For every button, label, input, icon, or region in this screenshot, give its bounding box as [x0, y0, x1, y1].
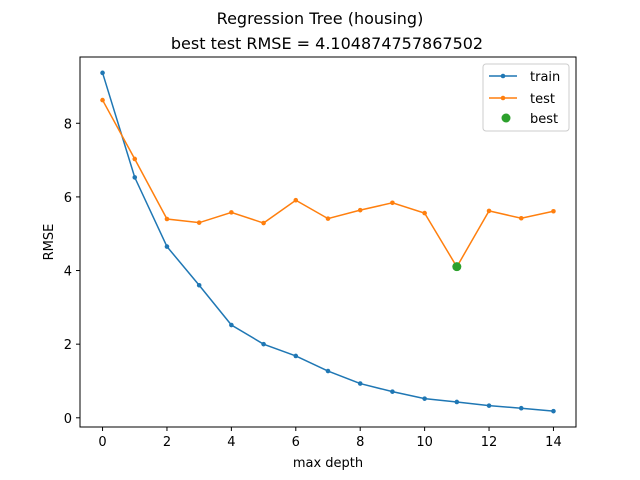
legend-best-marker — [501, 113, 511, 123]
legend-best-label: best — [530, 112, 558, 127]
train-point — [422, 396, 427, 401]
test-point — [325, 216, 331, 221]
test-point — [518, 215, 524, 221]
train-point — [261, 341, 266, 347]
legend-test-label: test — [530, 92, 555, 107]
best-point — [452, 262, 462, 272]
test-point — [261, 220, 266, 226]
y-axis-label: RMSE — [42, 224, 57, 261]
x-tick-label: 0 — [98, 435, 106, 450]
y-tick-label: 8 — [64, 117, 72, 132]
train-point — [229, 322, 234, 328]
x-axis-label: max depth — [293, 456, 363, 471]
legend-test-marker — [500, 95, 506, 101]
train-point — [164, 244, 170, 249]
test-point — [357, 207, 363, 213]
y-tick-label: 0 — [64, 412, 72, 427]
y-tick-label: 6 — [64, 191, 72, 206]
x-tick-label: 10 — [416, 435, 433, 450]
test-point — [196, 220, 202, 225]
chart-title: Regression Tree (housing) — [217, 9, 424, 28]
train-point — [551, 408, 556, 414]
series-layer — [100, 70, 556, 414]
x-tick-label: 8 — [356, 435, 364, 450]
train-point — [100, 70, 105, 76]
train-point — [390, 389, 395, 394]
train-point — [454, 399, 460, 405]
x-tick-label: 4 — [227, 435, 235, 450]
test-point — [132, 156, 138, 162]
test-point — [551, 208, 556, 214]
legend: train test best — [482, 63, 570, 132]
y-tick-label: 2 — [64, 338, 72, 353]
y-tick-label: 4 — [64, 265, 72, 280]
x-tick-label: 2 — [163, 435, 171, 450]
test-point — [422, 210, 427, 216]
train-point — [357, 381, 363, 386]
test-point — [390, 200, 395, 206]
x-axis-ticks: 0 2 4 6 8 10 12 14 — [98, 427, 562, 450]
plot-frame — [79, 56, 577, 428]
train-point — [325, 368, 331, 374]
test-point — [164, 216, 170, 222]
chart-subtitle: best test RMSE = 4.104874757867502 — [171, 34, 483, 53]
train-point — [518, 405, 524, 411]
train-point — [293, 353, 299, 359]
legend-train-marker — [500, 73, 506, 79]
train-point — [132, 175, 138, 180]
y-axis-ticks: 0 2 4 6 8 — [64, 117, 80, 427]
test-point — [486, 208, 492, 214]
x-tick-label: 12 — [481, 435, 498, 450]
test-point — [100, 97, 105, 103]
test-point — [229, 210, 234, 215]
x-tick-label: 6 — [292, 435, 300, 450]
train-point — [196, 282, 202, 288]
x-tick-label: 14 — [545, 435, 562, 450]
train-point — [486, 403, 492, 408]
test-point — [293, 197, 299, 203]
legend-train-label: train — [530, 70, 560, 85]
